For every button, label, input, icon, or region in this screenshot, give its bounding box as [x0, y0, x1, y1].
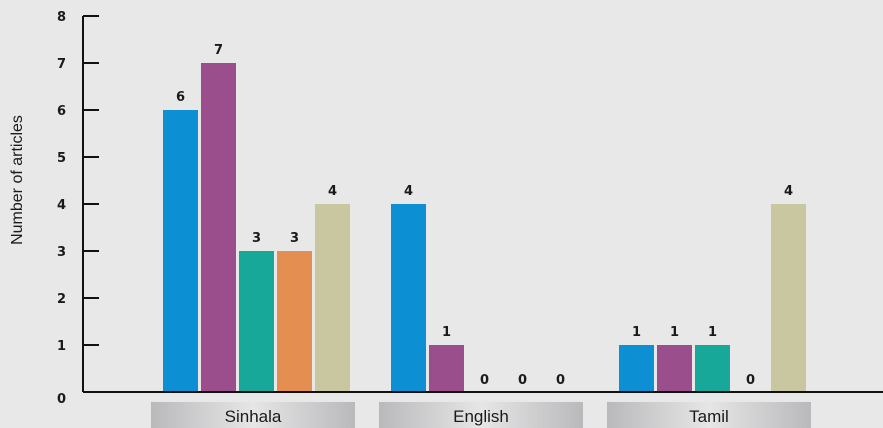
data-label: 3 — [252, 231, 261, 246]
data-label: 1 — [632, 325, 641, 340]
bar — [391, 204, 426, 392]
y-tick-label: 6 — [57, 104, 66, 119]
data-label: 0 — [746, 373, 755, 388]
bar — [163, 110, 198, 392]
y-tick-label: 3 — [57, 245, 66, 260]
category-label: Tamil — [689, 407, 729, 426]
y-tick-label: 4 — [57, 198, 66, 213]
data-label: 6 — [176, 90, 185, 105]
bar — [619, 345, 654, 392]
y-tick-label: 1 — [57, 339, 66, 354]
bar — [771, 204, 806, 392]
labels: 0 1 2 3 4 5 6 7 8 Sinhala English Tamil 6 7 3 3 4 4 1 0 0 0 1 1… — [57, 10, 793, 426]
bars — [163, 63, 806, 392]
data-label: 0 — [480, 373, 489, 388]
data-label: 7 — [214, 43, 223, 58]
category-band — [379, 402, 583, 428]
category-band — [151, 402, 355, 428]
y-axis-title: Number of articles — [9, 115, 26, 245]
data-label: 1 — [708, 325, 717, 340]
y-tick-label: 0 — [57, 392, 66, 407]
category-bands — [151, 402, 811, 428]
data-label: 0 — [556, 373, 565, 388]
y-tick-label: 2 — [57, 292, 66, 307]
bar — [657, 345, 692, 392]
category-label: English — [453, 407, 509, 426]
category-band — [607, 402, 811, 428]
data-label: 4 — [404, 184, 413, 199]
bar — [429, 345, 464, 392]
data-label: 0 — [518, 373, 527, 388]
y-tick-label: 7 — [57, 57, 66, 72]
y-tick-label: 8 — [57, 10, 66, 25]
data-label: 3 — [290, 231, 299, 246]
data-label: 4 — [784, 184, 793, 199]
bar — [695, 345, 730, 392]
bar — [239, 251, 274, 392]
bar — [201, 63, 236, 392]
bar — [315, 204, 350, 392]
data-label: 1 — [670, 325, 679, 340]
data-label: 1 — [442, 325, 451, 340]
data-label: 4 — [328, 184, 337, 199]
category-label: Sinhala — [225, 407, 282, 426]
y-tick-label: 5 — [57, 151, 66, 166]
bar — [277, 251, 312, 392]
axes — [82, 15, 883, 393]
